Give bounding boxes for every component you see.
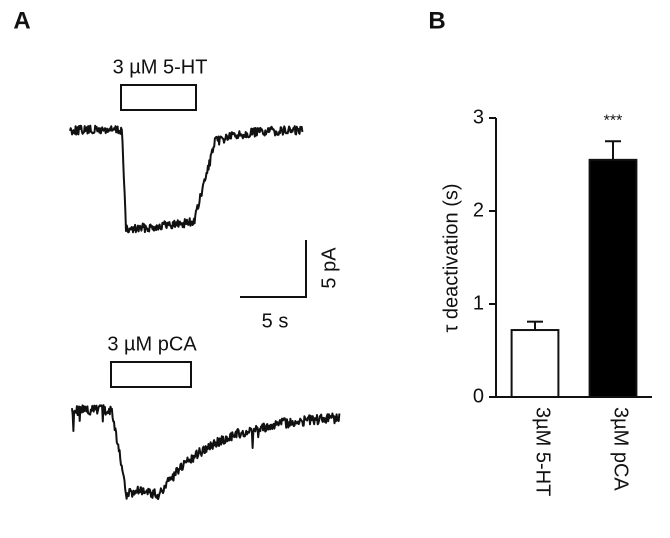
drug-label: 3 µM pCA: [107, 333, 197, 355]
x-tick-label: 3µM 5-HT: [532, 407, 554, 496]
y-tick-label: 0: [473, 385, 484, 407]
bar: [510, 329, 560, 399]
panel-label: A: [13, 7, 30, 34]
scale-label: 5 s: [262, 310, 289, 332]
x-tick-label: 3µM pCA: [610, 407, 632, 491]
application-bar: [120, 84, 197, 111]
application-bar: [110, 361, 192, 388]
y-tick-label: 3: [473, 106, 484, 128]
current-trace: [69, 124, 304, 234]
y-axis-label: τ deactivation (s): [440, 183, 462, 332]
bar: [588, 158, 638, 398]
scale-bar: [240, 240, 307, 298]
panel-label: B: [428, 7, 445, 34]
y-tick-label: 1: [473, 292, 484, 314]
significance: ***: [604, 112, 623, 129]
y-tick-label: 2: [473, 199, 484, 221]
current-trace: [71, 404, 341, 501]
drug-label: 3 µM 5-HT: [113, 56, 208, 78]
scale-label: 5 pA: [318, 247, 340, 289]
